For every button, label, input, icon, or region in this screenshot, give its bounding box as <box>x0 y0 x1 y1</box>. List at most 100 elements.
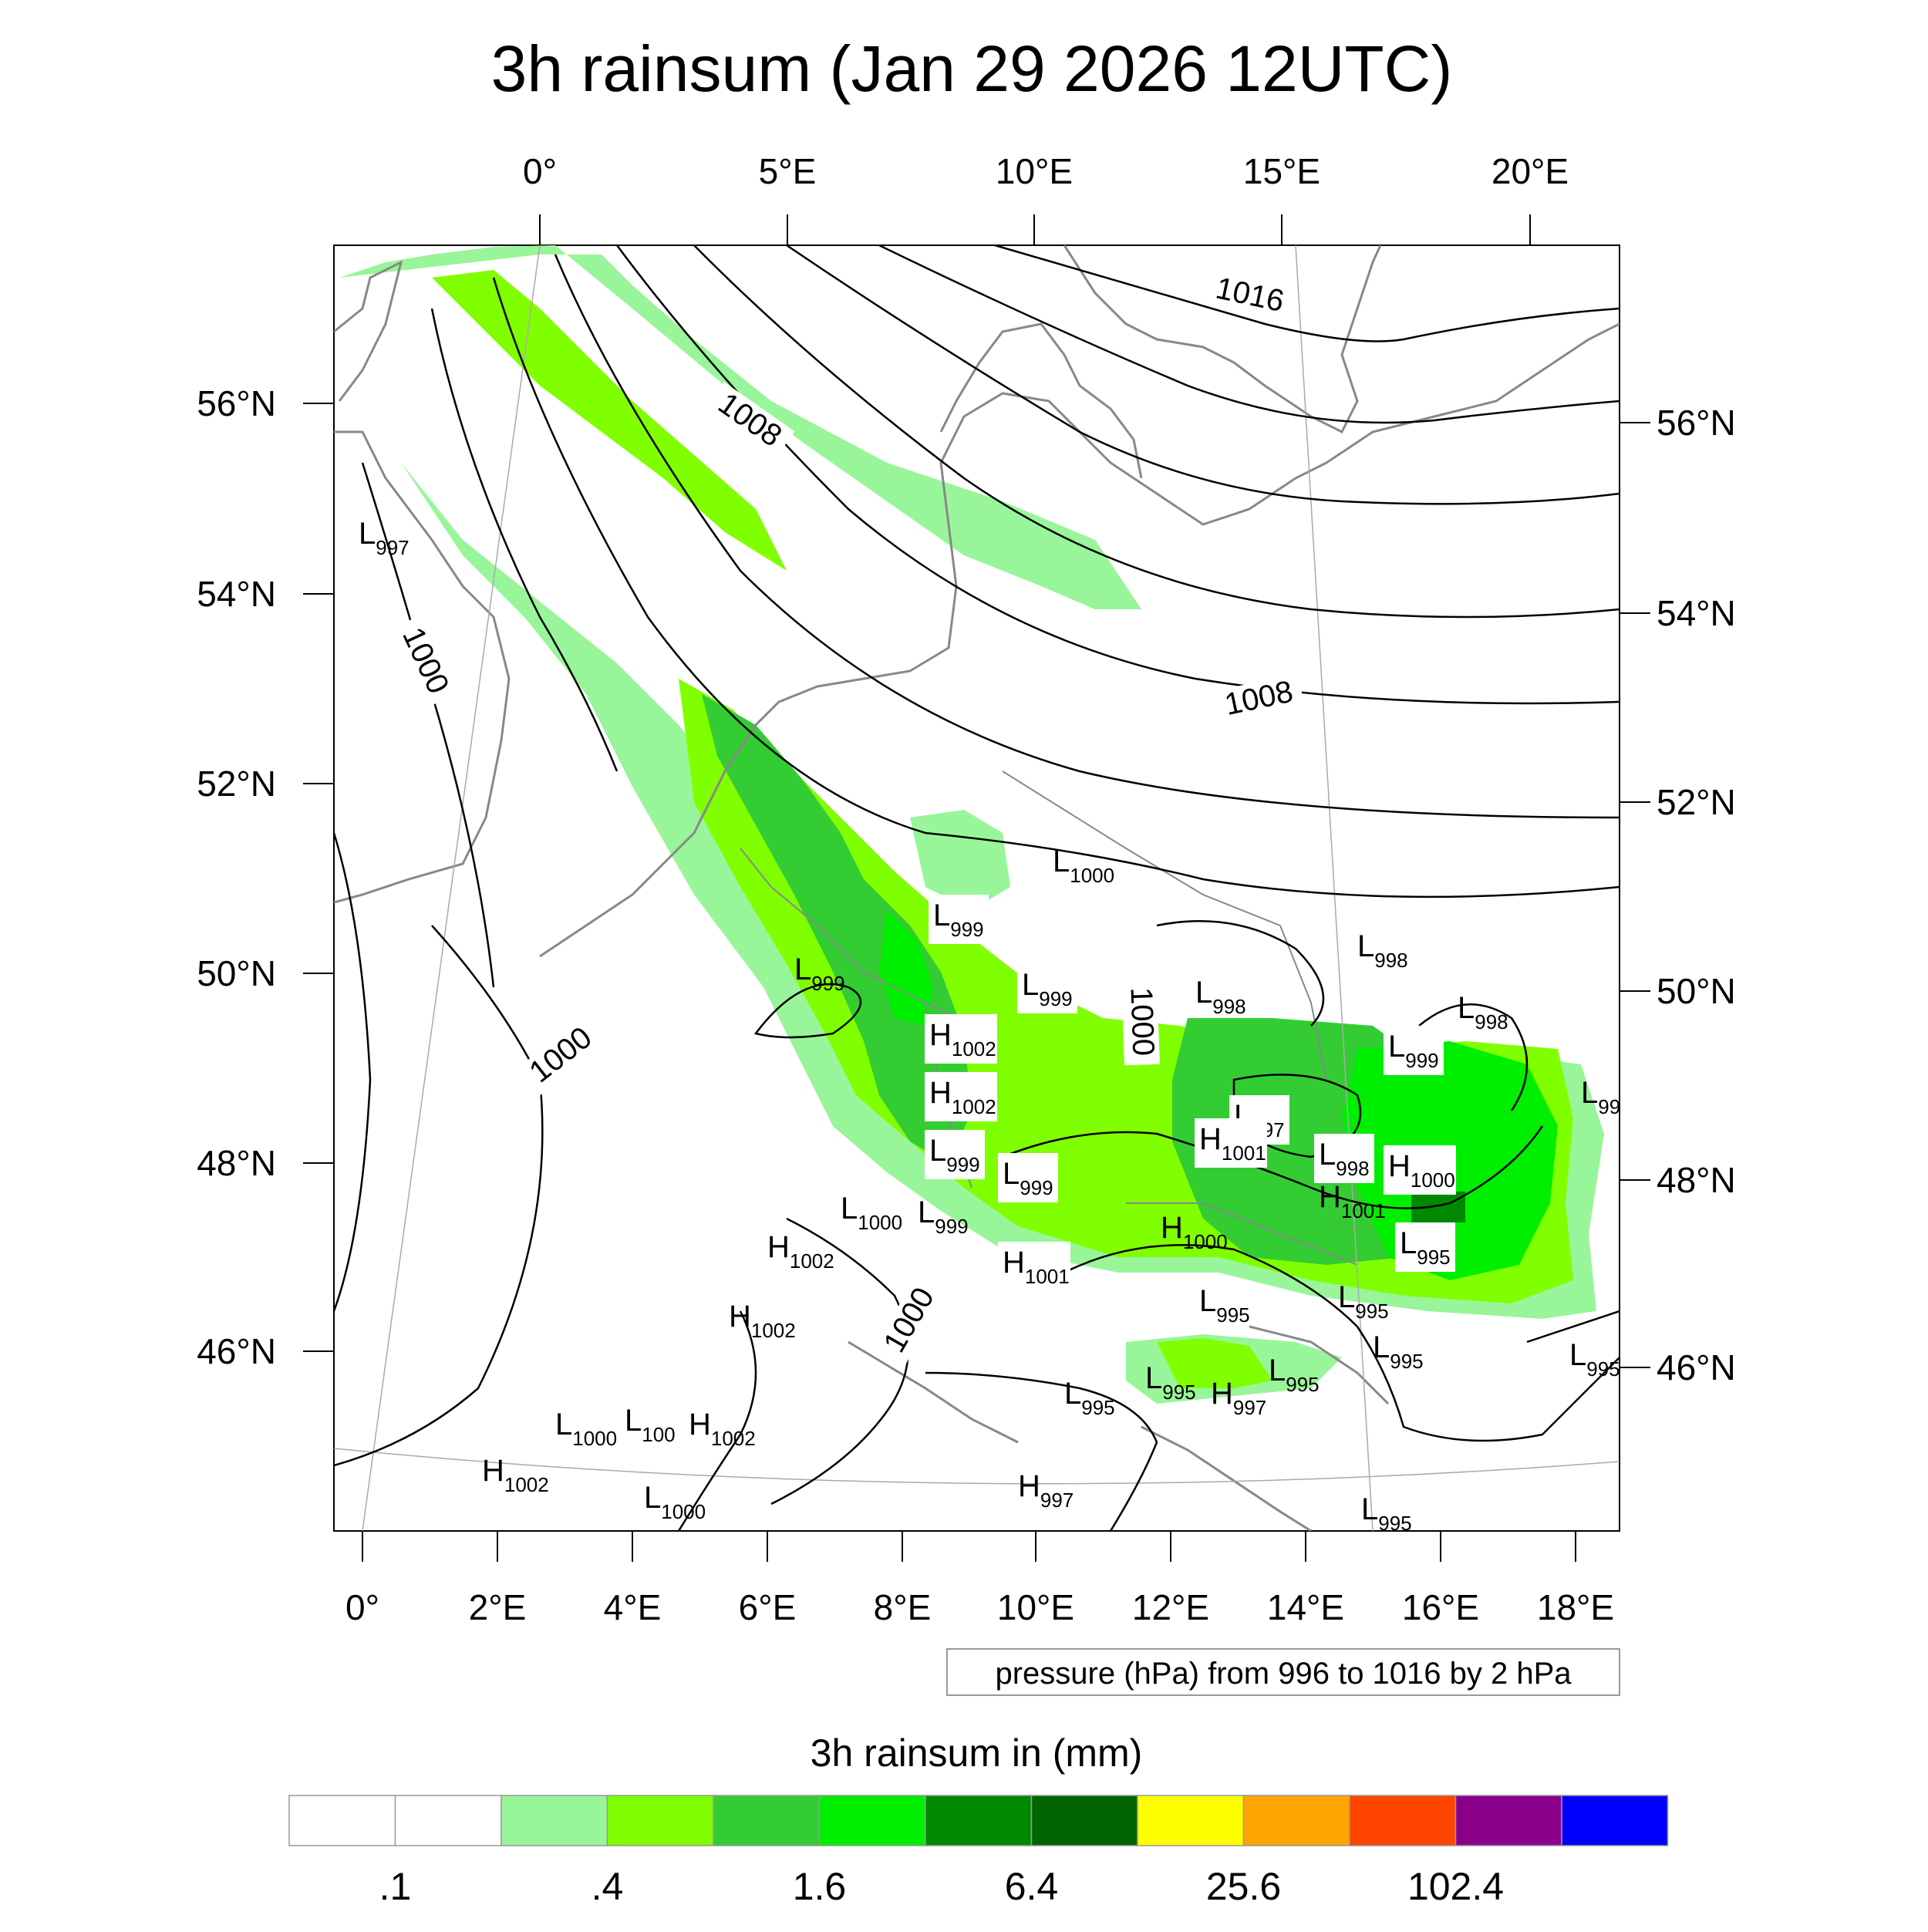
right-lat-label: 56°N <box>1657 403 1736 443</box>
pressure-center-letter: H1002 <box>729 1300 796 1342</box>
isobar-north-wave <box>1156 920 1325 1027</box>
colorbar-tick-label: 1.6 <box>793 1865 847 1908</box>
pressure-center-value: 1000 <box>1070 864 1114 887</box>
rain-area-bright <box>879 910 933 1026</box>
colorbar-boxes <box>288 1795 1669 1846</box>
pressure-center-bg <box>1017 964 1077 1013</box>
coastline-continent <box>539 322 1620 958</box>
pressure-center-value: 1002 <box>751 1319 796 1342</box>
coastline-denmark <box>939 322 1143 479</box>
isobar-right <box>1418 1003 1529 1111</box>
pressure-center-value: 998 <box>1374 949 1407 972</box>
bottom-longitude-labels: 0° 2°E 4°E 6°E 8°E 10°E 12°E 14°E 16°E 1… <box>345 1587 1614 1627</box>
pressure-center-bg <box>1395 1222 1455 1272</box>
isobar-1002 <box>430 308 619 772</box>
colorbar-box <box>713 1795 821 1846</box>
left-lat-label: 50°N <box>197 953 276 993</box>
pressure-center-value: 1001 <box>1341 1199 1386 1222</box>
pressure-note-box <box>946 1648 1620 1696</box>
isobar-1000-sw <box>334 925 544 1467</box>
coastline-tyrrhenian <box>848 1340 1019 1444</box>
pressure-center-value: 999 <box>1020 1176 1053 1199</box>
bottom-lon-label: 12°E <box>1132 1587 1209 1627</box>
pressure-center-value: 100 <box>642 1423 675 1446</box>
colorbar-tick-label: .4 <box>592 1865 624 1908</box>
pressure-center-bg <box>998 1242 1070 1291</box>
pressure-center-value: 995 <box>1216 1303 1249 1327</box>
left-lat-label: 52°N <box>197 764 276 804</box>
isobar-far-east <box>1526 1310 1620 1344</box>
bottom-lon-label: 16°E <box>1402 1587 1479 1627</box>
pressure-center-value: 995 <box>1378 1512 1411 1535</box>
coastlines <box>334 245 1620 1531</box>
pressure-center-value: 999 <box>1039 987 1072 1010</box>
pressure-center-bg <box>1384 1145 1456 1195</box>
pressure-center-value: 1002 <box>711 1427 756 1450</box>
top-longitude-labels: 0° 5°E 10°E 15°E 20°E <box>523 151 1569 191</box>
isobar-italy <box>925 1371 1158 1531</box>
high-pressure-center: H1002 <box>925 1014 997 1064</box>
pressure-center-value: 997 <box>1040 1489 1074 1512</box>
colorbar-box <box>1454 1795 1562 1846</box>
isobar-1016 <box>994 245 1620 342</box>
colorbar-box <box>501 1795 608 1846</box>
isobar-central <box>1002 1125 1544 1209</box>
pressure-center-value: 998 <box>1336 1157 1369 1180</box>
bottom-lon-label: 0° <box>345 1587 379 1627</box>
map-panel: 1016 1008 1008 1000 1000 <box>333 244 1620 1535</box>
pressure-center-value: 1002 <box>790 1249 834 1273</box>
isobar-998-west <box>334 832 372 1312</box>
colorbar-tick-label: 6.4 <box>1005 1865 1059 1908</box>
colorbar-box <box>1137 1795 1245 1846</box>
pressure-center-value: 998 <box>1212 995 1245 1018</box>
left-latitude-labels: 56°N 54°N 52°N 50°N 48°N 46°N <box>197 383 276 1371</box>
right-lat-label: 52°N <box>1657 782 1736 822</box>
pressure-center-letter: L999 <box>933 899 984 941</box>
right-lat-label: 54°N <box>1657 593 1736 633</box>
coastline-britain <box>334 260 511 904</box>
low-pressure-center: L999 <box>929 895 989 944</box>
parallel-45n <box>334 1448 1620 1485</box>
colorbar-box <box>1242 1795 1350 1846</box>
left-lat-label: 48°N <box>197 1143 276 1183</box>
right-lat-label: 46°N <box>1657 1347 1736 1387</box>
country-border <box>740 770 1358 1266</box>
pressure-center-value: 1002 <box>504 1473 549 1496</box>
meridian-15e <box>1295 245 1374 1531</box>
rain-area-lime <box>432 270 787 571</box>
pressure-center-value: 999 <box>811 972 844 995</box>
pressure-center-value: 99 <box>1598 1095 1620 1118</box>
pressure-center-value: 995 <box>1355 1300 1388 1323</box>
right-lat-label: 48°N <box>1657 1160 1736 1200</box>
low-pressure-center: L995 <box>1395 1222 1455 1272</box>
pressure-center-letter: L1000 <box>555 1408 617 1450</box>
pressure-center-value: 999 <box>1405 1049 1438 1072</box>
low-pressure-center: L999 <box>925 1130 985 1179</box>
colorbar: 3h rainsum in (mm) .1 .4 1.6 6.4 25.6 102.4 <box>288 1731 1669 1908</box>
pressure-center-value: 995 <box>1081 1396 1114 1419</box>
pressure-center-value: 995 <box>1162 1381 1195 1404</box>
left-lat-label: 54°N <box>197 574 276 614</box>
colorbar-tick-label: 25.6 <box>1206 1865 1281 1908</box>
low-pressure-center: L999 <box>998 1153 1058 1202</box>
top-lon-label: 15°E <box>1243 151 1320 191</box>
rain-area-light <box>339 245 1141 609</box>
low-pressure-center: L999 <box>1017 964 1077 1013</box>
bottom-lon-label: 6°E <box>739 1587 797 1627</box>
pressure-center-value: 1000 <box>572 1427 617 1450</box>
pressure-center-value: 1002 <box>952 1037 996 1060</box>
low-pressure-center: L1000 <box>555 1408 617 1450</box>
isobar-loop-west <box>753 983 862 1039</box>
pressure-center-value: 995 <box>1586 1357 1620 1381</box>
pressure-center-bg <box>1384 1026 1444 1075</box>
bottom-lon-label: 4°E <box>604 1587 662 1627</box>
colorbar-box <box>1030 1795 1138 1846</box>
tick-marks <box>303 214 1650 1562</box>
pressure-note-text: pressure (hPa) from 996 to 1016 by 2 hPa <box>995 1657 1572 1691</box>
graticule <box>334 245 1620 1531</box>
pressure-center-value: 1002 <box>952 1095 996 1118</box>
right-lat-label: 50°N <box>1657 971 1736 1011</box>
right-latitude-labels: 56°N 54°N 52°N 50°N 48°N 46°N <box>1657 403 1736 1387</box>
left-lat-label: 56°N <box>197 383 276 423</box>
